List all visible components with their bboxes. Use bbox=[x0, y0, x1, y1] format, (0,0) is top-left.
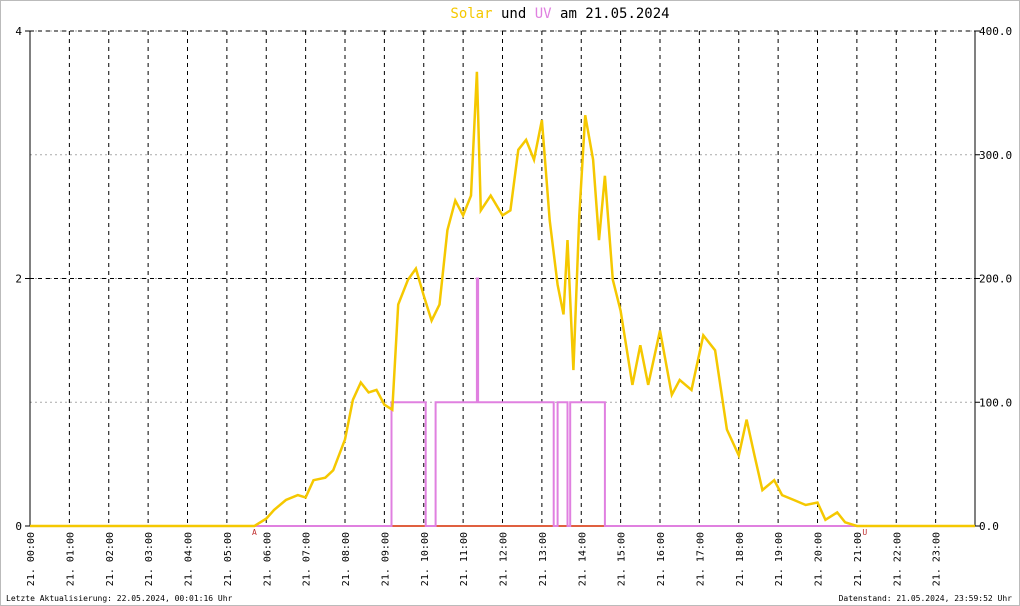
x-tick-label: 21. 08:00 bbox=[341, 532, 352, 586]
x-tick-label: 21. 05:00 bbox=[223, 532, 234, 586]
x-tick-label: 21. 23:00 bbox=[932, 532, 943, 586]
title-uv: UV bbox=[535, 6, 552, 22]
y2-tick-label: 0.0 bbox=[979, 520, 999, 533]
y2-tick-label: 400.0 bbox=[979, 25, 1012, 38]
title-connector: und bbox=[501, 6, 526, 22]
x-tick-label: 21. 07:00 bbox=[302, 532, 313, 586]
y2-tick-label: 300.0 bbox=[979, 149, 1012, 162]
x-tick-label: 21. 20:00 bbox=[814, 532, 825, 586]
x-tick-label: 21. 15:00 bbox=[617, 532, 628, 586]
x-tick-label: 21. 21:00 bbox=[853, 532, 864, 586]
title-suffix: am 21.05.2024 bbox=[560, 6, 670, 22]
x-tick-label: 21. 06:00 bbox=[262, 532, 273, 586]
x-tick-label: 21. 16:00 bbox=[656, 532, 667, 586]
series-line bbox=[30, 71, 975, 528]
x-tick-label: 21. 03:00 bbox=[144, 532, 155, 586]
y-tick-label: 2 bbox=[15, 273, 22, 286]
annotation: A bbox=[252, 528, 257, 537]
x-tick-label: 21. 02:00 bbox=[105, 532, 116, 586]
x-tick-label: 21. 10:00 bbox=[420, 532, 431, 586]
x-tick-label: 21. 04:00 bbox=[184, 532, 195, 586]
y-tick-label: 4 bbox=[15, 25, 22, 38]
x-tick-label: 21. 11:00 bbox=[459, 532, 470, 586]
y-tick-label: 0 bbox=[15, 520, 22, 533]
x-tick-label: 21. 09:00 bbox=[380, 532, 391, 586]
x-tick-label: 21. 00:00 bbox=[26, 532, 37, 586]
y2-tick-label: 100.0 bbox=[979, 396, 1012, 409]
x-tick-label: 21. 17:00 bbox=[695, 532, 706, 586]
x-tick-label: 21. 13:00 bbox=[538, 532, 549, 586]
x-tick-label: 21. 19:00 bbox=[774, 532, 785, 586]
annotation: U bbox=[862, 528, 867, 537]
x-tick-label: 21. 12:00 bbox=[499, 532, 510, 586]
x-tick-label: 21. 01:00 bbox=[65, 532, 76, 586]
title-solar: Solar bbox=[450, 6, 492, 22]
series-line bbox=[30, 277, 975, 527]
x-tick-label: 21. 22:00 bbox=[892, 532, 903, 586]
x-tick-label: 21. 14:00 bbox=[577, 532, 588, 586]
footer-right: Datenstand: 21.05.2024, 23:59:52 Uhr bbox=[839, 594, 1013, 603]
y2-tick-label: 200.0 bbox=[979, 273, 1012, 286]
footer-left: Letzte Aktualisierung: 22.05.2024, 00:01… bbox=[6, 594, 233, 603]
chart-title: Solar und UV am 21.05.2024 bbox=[450, 6, 669, 22]
x-tick-label: 21. 18:00 bbox=[735, 532, 746, 586]
